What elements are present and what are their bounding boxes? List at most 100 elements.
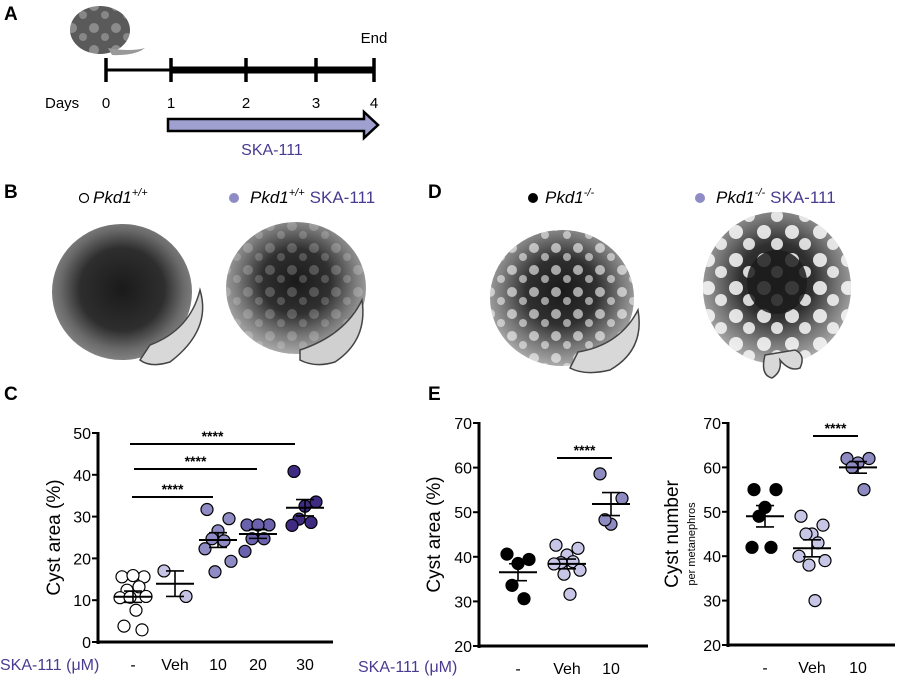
y-tick-label: 40 <box>73 468 91 485</box>
data-point <box>794 509 808 523</box>
legend-genotype: -/- <box>584 187 595 199</box>
data-point <box>598 513 612 527</box>
significance-stars: **** <box>202 428 224 444</box>
data-point <box>818 554 832 568</box>
chart-c-cyst-area: 0 10 20 30 40 50 Cyst area (%) SKA-111 (μM) - Veh… <box>0 426 333 674</box>
purple-circle-marker-icon <box>229 193 239 203</box>
treatment-arrow <box>166 109 380 141</box>
data-point <box>571 541 585 555</box>
data-point <box>117 619 131 633</box>
chart-e-cyst-area: 20 30 40 50 60 70 Cyst area (%) SKA-111 (μM) - Ve… <box>358 416 648 678</box>
data-point <box>799 527 813 541</box>
y-tick-label: 60 <box>703 460 721 477</box>
y-axis-label: Cyst area (%) <box>424 476 445 592</box>
x-tick-label: - <box>130 657 135 674</box>
significance-stars: **** <box>825 420 847 436</box>
legend-gene: Pkd1 <box>716 188 755 207</box>
data-point <box>285 518 299 532</box>
timeline-day-label: 4 <box>370 95 378 112</box>
treatment-label: SKA-111 <box>241 142 303 159</box>
x-tick-label: 20 <box>249 657 267 674</box>
y-tick-label: 20 <box>73 551 91 568</box>
data-point <box>309 495 323 509</box>
data-point <box>862 451 876 466</box>
data-point <box>115 570 129 584</box>
panel-label-a: A <box>4 4 18 25</box>
y-tick-label: 70 <box>703 416 721 433</box>
y-tick-label: 40 <box>454 550 472 567</box>
legend-genotype: +/+ <box>289 187 305 199</box>
data-point <box>808 593 822 608</box>
kidney-thumbnail-image <box>70 6 145 56</box>
significance-stars: **** <box>162 481 184 497</box>
data-point <box>517 592 531 606</box>
data-point <box>200 502 214 517</box>
timeline-day-label: 2 <box>242 95 250 112</box>
panel-label-d: D <box>428 182 442 203</box>
data-point <box>802 558 816 572</box>
legend-treatment: SKA-111 <box>770 188 836 207</box>
x-tick-label: Veh <box>161 657 189 674</box>
micrograph-pkd1-ko-ska111-image <box>703 212 851 379</box>
legend-entry-ko: Pkd1-/- <box>545 187 594 207</box>
legend-genotype: +/+ <box>132 187 148 199</box>
x-tick-label: 10 <box>209 657 227 674</box>
y-tick-label: 10 <box>73 593 91 610</box>
data-point <box>132 580 146 594</box>
y-tick-label: 20 <box>703 638 721 655</box>
data-point <box>615 491 629 505</box>
legend-gene: Pkd1 <box>250 188 289 207</box>
data-point <box>745 540 759 554</box>
y-tick-label: 60 <box>454 461 472 478</box>
timeline-day-label: 3 <box>312 95 320 112</box>
data-point <box>563 587 577 601</box>
timeline: 0 1 2 3 4 Days End SKA-111 <box>45 6 387 159</box>
y-tick-label: 30 <box>454 594 472 611</box>
data-point <box>126 568 140 583</box>
black-circle-marker-icon <box>528 193 538 203</box>
data-point <box>198 542 212 556</box>
open-circle-marker-icon <box>78 192 90 204</box>
significance-stars: **** <box>574 442 596 458</box>
y-axis-label: Cyst area (%) <box>44 479 65 595</box>
chart-e-cyst-number: 20 30 40 50 60 70 Cyst number per metanephros - V… <box>662 416 895 677</box>
days-label: Days <box>45 95 79 112</box>
x-tick-label: - <box>762 660 767 677</box>
micrograph-pkd1-wt-ska111-image <box>226 222 366 366</box>
x-axis-label: SKA-111 (μM) <box>0 657 99 674</box>
y-tick-label: 70 <box>454 416 472 433</box>
data-point <box>129 603 143 617</box>
data-point <box>222 512 236 526</box>
x-tick-label: Veh <box>798 660 826 677</box>
data-point <box>135 623 149 637</box>
purple-circle-marker-icon <box>695 193 705 203</box>
data-point <box>764 540 778 554</box>
panel-b-legend: Pkd1+/+ Pkd1+/+ SKA-111 <box>78 187 375 207</box>
x-tick-label: 10 <box>602 661 620 678</box>
data-point <box>238 544 252 558</box>
data-point <box>816 518 830 532</box>
micrograph-pkd1-ko-image <box>490 230 640 374</box>
data-point <box>593 467 607 481</box>
legend-entry-wt-ska111: Pkd1+/+ SKA-111 <box>250 187 375 207</box>
data-point <box>573 563 587 577</box>
data-point <box>769 483 783 497</box>
data-point <box>500 547 514 561</box>
y-tick-label: 50 <box>454 505 472 522</box>
panel-label-b: B <box>4 182 18 203</box>
panel-d-legend: Pkd1-/- Pkd1-/- SKA-111 <box>528 187 836 207</box>
x-tick-label: 30 <box>296 657 314 674</box>
y-tick-label: 30 <box>73 510 91 527</box>
x-tick-label: Veh <box>553 661 581 678</box>
y-axis-label: Cyst number <box>662 479 683 587</box>
data-point <box>857 483 871 497</box>
micrograph-pkd1-wt-image <box>52 224 204 366</box>
legend-entry-ko-ska111: Pkd1-/- SKA-111 <box>716 187 836 207</box>
end-label: End <box>361 30 388 47</box>
x-tick-label: 10 <box>849 660 867 677</box>
legend-gene: Pkd1 <box>93 188 132 207</box>
data-point <box>208 565 222 579</box>
x-axis-label: SKA-111 (μM) <box>358 659 457 676</box>
data-point <box>811 536 825 550</box>
y-tick-label: 0 <box>82 635 91 652</box>
